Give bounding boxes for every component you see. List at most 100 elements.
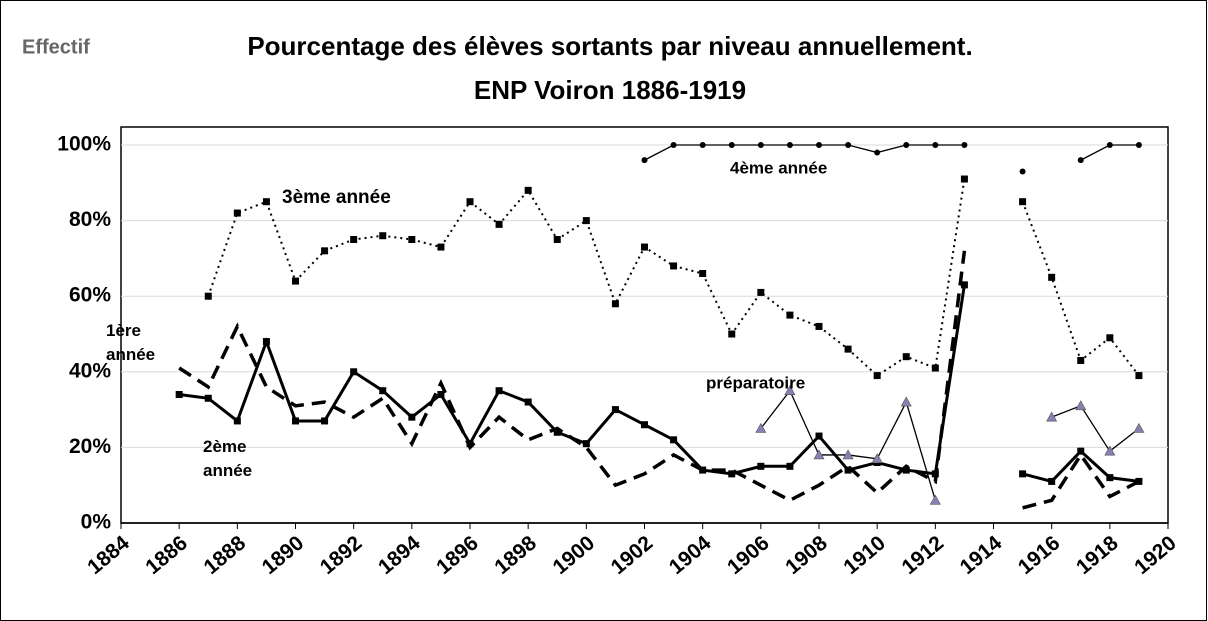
marker [1048,477,1056,485]
marker [670,142,677,148]
marker [437,243,445,251]
series-line [178,250,1140,510]
marker [784,385,796,395]
marker [1019,470,1027,478]
series-label: préparatoire [706,373,805,392]
marker [699,270,707,278]
marker [813,449,825,460]
y-tick-label: 20% [69,435,111,458]
series-label: 3ème année [282,187,391,208]
marker [233,417,241,425]
marker [641,243,648,251]
series-label: 2ème année [203,437,252,480]
marker [757,462,765,470]
y-tick-label: 60% [69,284,111,307]
series-label: 4ème année [730,158,827,177]
marker [902,466,910,474]
marker [292,277,299,285]
series-label: 1ère année [106,321,155,364]
marker [786,142,793,148]
marker [873,372,881,380]
marker [902,353,910,361]
marker [641,421,648,429]
marker [1106,334,1114,342]
marker [786,311,794,319]
marker [408,236,416,243]
marker [582,440,590,448]
marker [871,453,883,464]
marker [1046,411,1058,422]
marker [815,432,823,440]
marker [408,413,416,421]
marker [553,236,561,243]
marker [844,345,852,353]
marker [466,198,474,206]
marker [786,462,794,470]
marker [1019,198,1027,206]
marker [553,428,561,436]
marker [350,368,358,376]
y-tick-label: 100% [57,133,111,156]
marker [495,220,503,228]
marker [929,494,941,505]
marker [175,390,183,398]
marker [524,398,532,406]
marker [757,288,765,296]
marker [1104,445,1116,456]
marker [1075,400,1087,411]
marker [582,217,590,225]
marker [1077,157,1084,164]
chart-title: Pourcentage des élèves sortants par nive… [247,31,972,61]
marker [350,236,358,243]
marker [233,209,241,217]
marker [670,436,678,444]
y-tick-label: 80% [69,208,111,231]
marker [932,142,939,148]
marker [903,142,910,148]
marker [204,394,212,402]
marker [321,417,329,425]
marker [842,449,854,460]
marker [874,149,881,156]
marker [1019,168,1026,175]
marker [1077,447,1085,455]
marker [611,406,619,414]
marker [321,247,329,255]
marker [292,417,299,425]
marker [755,422,767,433]
marker [379,387,387,395]
marker [1135,142,1142,148]
marker [845,142,852,148]
marker [960,281,968,289]
marker [931,364,939,372]
marker [1106,142,1113,148]
marker [641,157,648,164]
marker [495,387,503,395]
marker [262,198,270,206]
y-tick-label: 0% [81,511,112,534]
marker [611,300,619,308]
marker [670,262,678,270]
marker [379,232,387,240]
marker [699,142,706,148]
plot-area [120,126,1169,524]
marker [1106,474,1114,482]
marker [961,142,968,148]
marker [204,292,212,300]
marker [757,142,764,148]
marker [844,466,852,474]
chart-subtitle: ENP Voiron 1886-1919 [474,75,746,105]
marker [728,470,736,478]
marker [524,186,532,194]
y-tick-label: 40% [69,359,111,382]
marker [816,142,822,148]
marker [1077,356,1085,364]
marker [1133,422,1145,433]
marker [437,390,445,398]
marker [262,338,270,346]
marker [960,175,968,183]
corner-label: Effectif [22,36,90,58]
marker [1135,372,1143,380]
marker [900,396,912,407]
